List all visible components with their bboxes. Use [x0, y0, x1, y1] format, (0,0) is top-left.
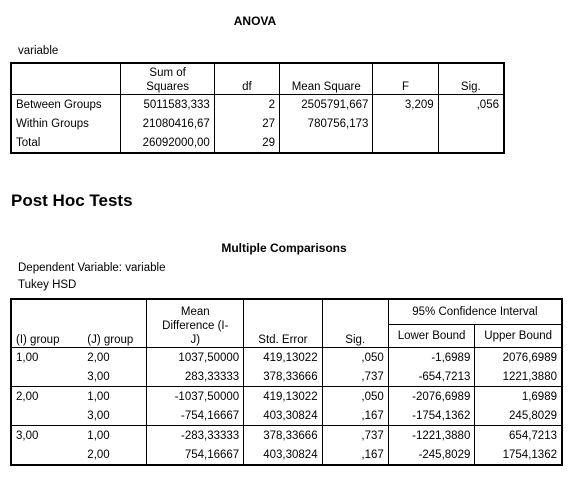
cell-upper-bound: 2076,6989: [474, 347, 562, 367]
cell-lower-bound: -1754,1362: [387, 406, 475, 426]
mc-row: 3,00 -754,16667 403,30824 ,167 -1754,136…: [11, 406, 562, 426]
cell-upper-bound: 1,6989: [474, 386, 562, 406]
posthoc-heading: Post Hoc Tests: [11, 191, 133, 210]
cell-lower-bound: -654,7213: [387, 367, 475, 387]
cell-lower-bound: -1221,3880: [387, 425, 475, 445]
cell-j-group: 2,00: [87, 351, 110, 364]
cell-mean-difference: -754,16667: [146, 406, 244, 426]
cell-i-group: [11, 367, 83, 387]
cell-ss: 26092000,00: [120, 133, 215, 153]
cell-sig: ,056: [437, 94, 504, 114]
cell-sig: ,050: [321, 386, 389, 406]
cell-mean-difference: 283,33333: [146, 367, 244, 387]
cell-lower-bound: -245,8029: [387, 445, 475, 465]
anova-header-ms: Mean Square: [279, 63, 373, 95]
cell-sig: ,737: [321, 367, 389, 387]
cell-i-group: [11, 406, 83, 426]
row-label: Within Groups: [16, 117, 89, 130]
mc-row: 3,00 1,00 -283,33333 378,33666 ,737 -122…: [11, 425, 562, 445]
header-mean-difference: Mean Difference (I- J): [146, 299, 244, 348]
cell-sig: [437, 114, 504, 133]
anova-header-row: Sum of Squares df Mean Square F Sig.: [11, 63, 504, 95]
cell-ms: [279, 133, 373, 153]
cell-j-group: 3,00: [87, 409, 110, 422]
row-label: Between Groups: [16, 98, 102, 111]
anova-table: Sum of Squares df Mean Square F Sig. Bet…: [10, 62, 505, 154]
anova-title: ANOVA: [233, 14, 277, 28]
cell-i-group: 3,00: [11, 425, 84, 445]
cell-sig: ,737: [321, 425, 389, 445]
row-label: Total: [16, 136, 41, 149]
cell-upper-bound: 654,7213: [474, 425, 562, 445]
header-i-group: (I) group: [11, 299, 84, 348]
anova-variable-label: variable: [18, 45, 59, 57]
header-confidence-interval: 95% Confidence Interval: [387, 299, 562, 325]
cell-std-error: 419,13022: [243, 386, 323, 406]
cell-mean-difference: 1037,50000: [146, 347, 244, 367]
cell-j-group: 1,00: [83, 386, 147, 406]
multiple-comparisons-title: Multiple Comparisons: [221, 241, 347, 255]
cell-df: 2: [213, 94, 280, 114]
cell-j-group: 1,00: [83, 425, 147, 445]
cell-f: [372, 114, 439, 133]
cell-upper-bound: 1754,1362: [474, 445, 562, 465]
cell-sig: ,167: [321, 445, 389, 465]
cell-i-group: 1,00: [16, 351, 39, 364]
cell-std-error: 378,33666: [243, 425, 323, 445]
cell-sig: [437, 133, 504, 153]
cell-sig: ,167: [321, 406, 389, 426]
dependent-variable-label: Dependent Variable: variable: [18, 262, 166, 274]
header-j-group: (J) group: [83, 299, 147, 348]
cell-ss: 21080416,67: [120, 114, 215, 133]
cell-ms: 2505791,667: [279, 94, 373, 114]
anova-row-total: Total 26092000,00 29: [11, 133, 504, 153]
multiple-comparisons-table: (I) group (J) group Mean Difference (I- …: [10, 298, 563, 466]
cell-df: 27: [213, 114, 280, 133]
anova-header-ss: Sum of Squares: [120, 63, 215, 95]
method-label: Tukey HSD: [18, 279, 77, 291]
cell-j-group: 3,00: [87, 370, 110, 383]
mc-row: 2,00 1,00 -1037,50000 419,13022 ,050 -20…: [11, 386, 562, 406]
cell-f: 3,209: [372, 94, 439, 114]
anova-header-sig: Sig.: [437, 63, 504, 95]
anova-header-blank: [11, 63, 121, 95]
cell-df: 29: [213, 133, 280, 153]
cell-f: [372, 133, 439, 153]
cell-std-error: 403,30824: [243, 406, 323, 426]
anova-header-f: F: [372, 63, 439, 95]
cell-mean-difference: -1037,50000: [146, 386, 244, 406]
anova-row-between: Between Groups 5011583,333 2 2505791,667…: [11, 94, 504, 114]
cell-std-error: 378,33666: [243, 367, 323, 387]
cell-ms: 780756,173: [279, 114, 373, 133]
mc-row: 1,00 2,00 1037,50000 419,13022 ,050 -1,6…: [11, 347, 562, 367]
cell-sig: ,050: [321, 347, 389, 367]
mc-header-row-2: Lower Bound Upper Bound: [11, 324, 562, 348]
mc-row: 3,00 283,33333 378,33666 ,737 -654,7213 …: [11, 367, 562, 387]
cell-i-group: 2,00: [11, 386, 84, 406]
cell-i-group: [11, 445, 83, 465]
anova-row-within: Within Groups 21080416,67 27 780756,173: [11, 114, 504, 133]
header-std-error: Std. Error: [243, 299, 323, 348]
cell-std-error: 419,13022: [243, 347, 323, 367]
cell-mean-difference: -283,33333: [146, 425, 244, 445]
header-lower-bound: Lower Bound: [387, 324, 475, 348]
cell-ss: 5011583,333: [120, 94, 215, 114]
cell-upper-bound: 1221,3880: [474, 367, 562, 387]
header-upper-bound: Upper Bound: [474, 324, 562, 348]
mc-header-row-1: (I) group (J) group Mean Difference (I- …: [11, 299, 562, 348]
mc-row: 2,00 754,16667 403,30824 ,167 -245,8029 …: [11, 445, 562, 465]
cell-j-group: 2,00: [87, 448, 110, 461]
cell-lower-bound: -2076,6989: [387, 386, 475, 406]
header-sig: Sig.: [321, 299, 389, 348]
anova-header-df: df: [213, 63, 280, 95]
cell-std-error: 403,30824: [243, 445, 323, 465]
cell-lower-bound: -1,6989: [387, 347, 475, 367]
cell-upper-bound: 245,8029: [474, 406, 562, 426]
cell-mean-difference: 754,16667: [146, 445, 244, 465]
